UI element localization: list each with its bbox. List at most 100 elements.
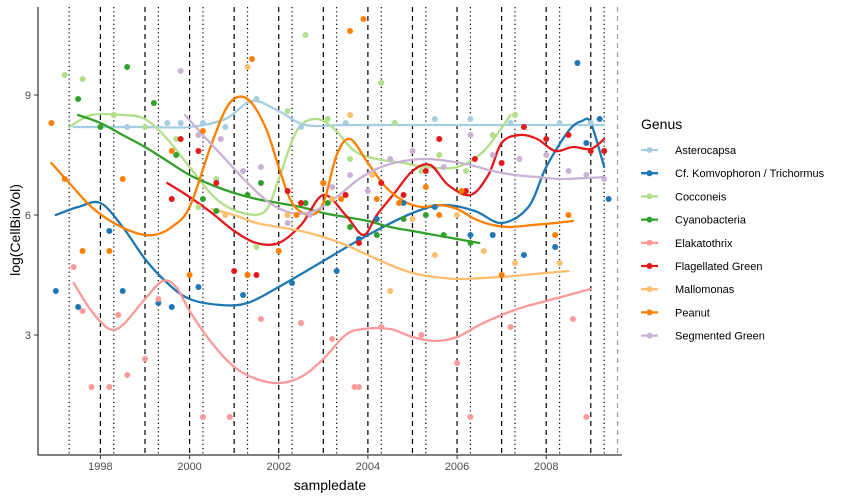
point-peanut-15 [360,16,367,22]
point-elakatothrix-14 [355,384,362,390]
point-flagellated-green-22 [587,148,594,154]
point-flagellated-green-23 [601,148,608,154]
legend-key-dot-asterocapsa [646,147,653,153]
point-peanut-18 [422,184,429,190]
curve-cyanobacteria [76,113,481,245]
point-cocconeis-10 [324,116,331,122]
point-flagellated-green-17 [471,156,478,162]
legend-key-dot-cocconeis [646,193,653,200]
point-cyanobacteria-2 [124,64,131,70]
point-cf-komvophoron-trichormus-12 [400,200,407,206]
point-elakatothrix-3 [106,384,113,390]
legend-label-cf-komvophoron-trichormus: Cf. Komvophoron / Trichormus [675,168,825,180]
point-cocconeis-13 [391,120,398,126]
y-tick-label-2: 9 [25,90,31,102]
point-cocconeis-9 [302,32,309,38]
point-flagellated-green-19 [520,124,527,130]
legend-label-elakatothrix: Elakatothrix [675,238,733,250]
point-cyanobacteria-1 [97,124,104,130]
point-mallomonas-13 [556,260,563,266]
point-peanut-17 [396,200,403,206]
point-flagellated-green-13 [400,192,407,198]
point-cf-komvophoron-trichormus-21 [605,196,612,202]
point-asterocapsa-6 [298,124,305,130]
curve-elakatothrix [72,279,592,385]
point-segmented-green-19 [601,176,608,182]
curve-cocconeis [68,112,512,217]
point-segmented-green-11 [409,148,416,154]
point-cyanobacteria-8 [257,180,264,186]
point-mallomonas-1 [244,64,251,70]
point-segmented-green-2 [217,136,224,142]
legend-key-dot-peanut [646,309,653,316]
x-tick-label-0: 1998 [88,461,112,473]
point-peanut-11 [293,212,300,218]
point-cf-komvophoron-trichormus-0 [52,288,59,294]
point-cyanobacteria-17 [467,240,474,246]
point-segmented-green-6 [306,212,313,218]
curve-segmented-green [183,113,606,215]
point-cocconeis-0 [61,72,68,78]
legend-item-cocconeis: Cocconeis [641,191,727,203]
point-cyanobacteria-4 [173,152,180,158]
point-cyanobacteria-6 [213,208,220,214]
point-cocconeis-5 [195,204,202,210]
point-peanut-13 [338,196,345,202]
point-cyanobacteria-15 [422,212,429,218]
point-peanut-8 [248,56,255,62]
curve-cf-komvophoron-trichormus [54,117,606,307]
point-peanut-1 [61,176,68,182]
legend-key-dot-mallomonas [646,286,653,293]
axes [34,7,622,459]
point-cocconeis-17 [489,132,496,138]
point-flagellated-green-21 [565,132,572,138]
point-flagellated-green-7 [284,188,291,194]
point-flagellated-green-11 [355,240,362,246]
point-cocconeis-1 [79,76,86,82]
legend-key-dot-flagellated-green [646,263,653,269]
point-cyanobacteria-12 [347,224,354,230]
legend-key-dot-segmented-green [646,332,653,339]
point-flagellated-green-0 [168,196,175,202]
curve-mallomonas [210,207,570,281]
point-flagellated-green-12 [378,180,385,186]
point-peanut-5 [168,148,175,154]
point-elakatothrix-2 [88,384,95,390]
point-cf-komvophoron-trichormus-15 [489,232,496,238]
point-elakatothrix-5 [124,372,131,378]
point-cf-komvophoron-trichormus-14 [467,232,474,238]
point-peanut-4 [119,176,126,182]
point-segmented-green-15 [516,156,523,162]
point-cyanobacteria-11 [324,200,331,206]
point-cocconeis-2 [110,112,117,118]
point-elakatothrix-15 [378,324,385,330]
curve-flagellated-green [166,133,606,247]
point-flagellated-green-2 [195,148,202,154]
point-cyanobacteria-7 [244,192,251,198]
point-segmented-green-12 [440,164,447,170]
point-segmented-green-18 [583,172,590,178]
x-tick-label-5: 2008 [534,461,558,473]
point-asterocapsa-3 [199,120,206,126]
point-mallomonas-6 [369,172,376,178]
point-cf-komvophoron-trichormus-2 [106,228,113,234]
point-flagellated-green-20 [543,136,550,142]
point-segmented-green-17 [565,168,572,174]
point-cf-komvophoron-trichormus-17 [552,244,559,250]
point-segmented-green-4 [257,164,264,170]
point-elakatothrix-13 [351,384,358,390]
point-cocconeis-15 [436,152,443,158]
point-cf-komvophoron-trichormus-6 [195,284,202,290]
point-mallomonas-12 [512,260,519,266]
x-tick-label-2: 2002 [266,461,290,473]
point-mallomonas-3 [284,212,291,218]
point-asterocapsa-11 [507,120,514,126]
reference-lines [68,7,619,455]
point-elakatothrix-17 [454,360,461,366]
point-cocconeis-12 [378,80,385,86]
point-flagellated-green-8 [298,200,305,206]
point-cf-komvophoron-trichormus-8 [289,280,296,286]
legend-item-elakatothrix: Elakatothrix [641,238,733,250]
legend-item-flagellated-green: Flagellated Green [641,261,762,273]
point-asterocapsa-0 [124,124,131,130]
